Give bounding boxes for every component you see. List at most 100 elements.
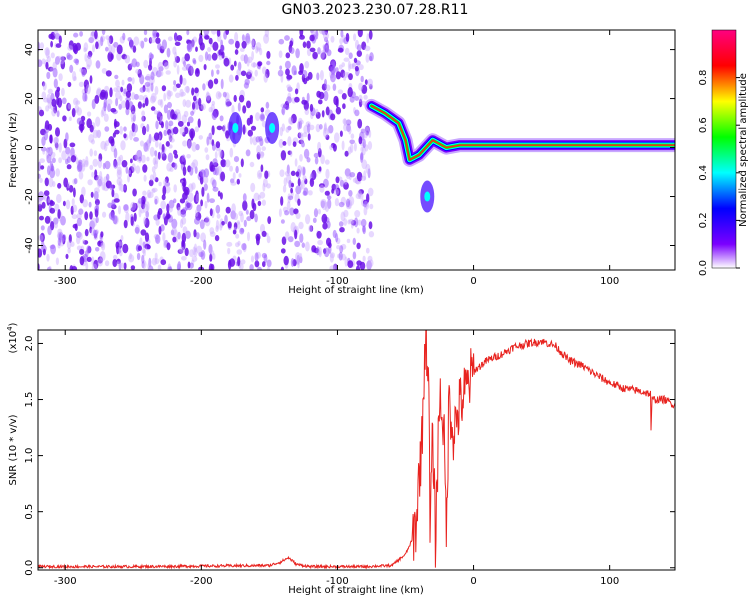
heatmap-cell	[177, 231, 181, 240]
heatmap-cell	[116, 261, 120, 266]
heatmap-cell	[201, 186, 205, 197]
heatmap-cell	[76, 107, 82, 116]
heatmap-cell	[167, 152, 173, 163]
heatmap-cell	[94, 94, 100, 104]
heatmap-cell	[239, 47, 245, 52]
heatmap-cell	[233, 222, 238, 230]
heatmap-cell	[218, 148, 223, 158]
heatmap-cell	[179, 198, 186, 204]
heatmap-cell	[134, 226, 140, 234]
heatmap-cell	[356, 242, 361, 250]
heatmap-cell	[181, 114, 187, 124]
heatmap-cell	[330, 73, 336, 83]
heatmap-cell	[282, 141, 287, 146]
heatmap-cell	[62, 200, 66, 207]
heatmap-cell	[120, 100, 127, 109]
heatmap-cell	[100, 176, 104, 187]
heatmap-cell	[324, 78, 327, 88]
heatmap-cell	[47, 99, 52, 109]
heatmap-cell	[256, 47, 261, 52]
heatmap-cell	[113, 160, 119, 169]
heatmap-cell	[262, 261, 266, 268]
heatmap-cell	[215, 141, 221, 149]
heatmap-cell	[230, 181, 237, 186]
heatmap-cell	[137, 245, 142, 251]
heatmap-cell	[214, 235, 220, 242]
heatmap-cell	[207, 79, 214, 89]
heatmap-cell	[325, 106, 330, 116]
snr-xlabel: Height of straight line (km)	[288, 585, 424, 596]
heatmap-cell	[259, 151, 265, 159]
heatmap-cell	[225, 98, 231, 108]
heatmap-ylabel: Frequency (Hz)	[8, 112, 19, 188]
heatmap-cell	[365, 247, 370, 254]
heatmap-cell	[366, 33, 370, 44]
heatmap-cell	[73, 76, 77, 81]
heatmap-cell	[71, 266, 78, 270]
heatmap-cell	[341, 140, 345, 151]
heatmap-cell	[155, 120, 159, 130]
colorbar-tick-label: 0.8	[698, 70, 709, 86]
heatmap-cell	[319, 183, 325, 189]
heatmap-cell	[263, 33, 270, 44]
heatmap-cell	[187, 116, 194, 124]
heatmap-cell	[227, 247, 231, 255]
heatmap-cell	[278, 138, 284, 148]
heatmap-cell	[104, 126, 110, 132]
heatmap-cell	[280, 150, 287, 161]
heatmap-cell	[326, 49, 332, 57]
heatmap-cell	[179, 218, 184, 229]
heatmap-cell	[146, 201, 150, 212]
heatmap-cell	[209, 198, 215, 204]
heatmap-cell	[288, 179, 292, 189]
heatmap-cell	[146, 123, 150, 133]
heatmap-cell	[287, 150, 292, 156]
heatmap-cell	[254, 69, 258, 77]
heatmap-cell	[70, 155, 77, 163]
heatmap-cell	[369, 259, 374, 267]
heatmap-cell	[291, 113, 297, 124]
heatmap-cell	[148, 133, 152, 144]
heatmap-cell	[360, 218, 367, 228]
heatmap-cell	[195, 46, 198, 52]
heatmap-cell	[249, 114, 253, 120]
heatmap-cell	[54, 141, 59, 149]
heatmap-cell	[251, 39, 255, 47]
snr-axes: -300 -200 -100 0 100 0.0 0.5 1.0 1.5 2.0	[24, 330, 675, 587]
heatmap-cell	[188, 192, 194, 203]
heatmap-cell	[364, 79, 368, 85]
heatmap-cell	[332, 83, 337, 91]
heatmap-cell	[60, 215, 66, 226]
heatmap-cell	[141, 247, 146, 254]
heatmap-cell	[259, 47, 263, 56]
heatmap-cell	[327, 126, 331, 134]
heatmap-cell	[235, 74, 239, 81]
heatmap-cell	[113, 41, 119, 48]
heatmap-cell	[368, 231, 375, 238]
heatmap-cell	[181, 240, 186, 251]
heatmap-cell	[86, 64, 91, 70]
heatmap-cell	[83, 42, 89, 52]
snr-line-layer	[38, 330, 675, 570]
heatmap-cell	[333, 263, 338, 270]
heatmap-cell	[236, 220, 240, 225]
heatmap-cell	[348, 190, 353, 197]
heatmap-cell	[245, 209, 249, 215]
heatmap-cell	[87, 111, 92, 117]
heatmap-cell	[66, 52, 71, 59]
heatmap-cell	[364, 126, 371, 137]
heatmap-cell	[306, 157, 311, 163]
heatmap-cell	[112, 258, 118, 268]
heatmap-cell	[131, 130, 136, 137]
heatmap-cell	[118, 103, 122, 110]
heatmap-cell	[280, 219, 285, 224]
heatmap-cell	[167, 266, 172, 270]
heatmap-cell	[168, 120, 174, 127]
heatmap-cell	[318, 124, 323, 130]
heatmap-cell	[362, 201, 367, 208]
heatmap-cell	[339, 227, 345, 233]
heatmap-cell	[52, 61, 57, 70]
heatmap-cell	[127, 169, 131, 175]
heatmap-cell	[347, 146, 352, 155]
heatmap-cell	[358, 82, 364, 91]
